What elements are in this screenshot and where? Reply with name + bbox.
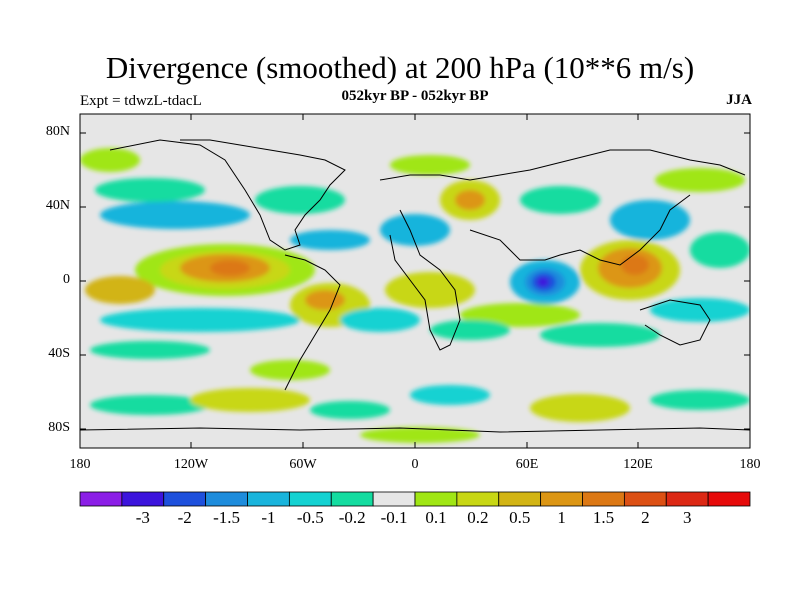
- lon-label-0: 0: [411, 457, 419, 472]
- experiment-label: Expt = tdwzL-tdacL: [80, 93, 202, 109]
- colorbar-swatch: [163, 491, 207, 507]
- lat-label-0: 0: [63, 272, 70, 287]
- divergence-field: [80, 114, 750, 448]
- colorbar-swatch: [456, 491, 500, 507]
- colorbar-label: 2: [641, 508, 650, 527]
- coastlines: [80, 139, 750, 433]
- colorbar-label: -3: [135, 508, 150, 527]
- colorbar-swatch: [79, 491, 123, 507]
- colorbar-label: -0.5: [296, 508, 324, 527]
- lon-label-180w: 180: [69, 457, 91, 472]
- colorbar-swatch: [414, 491, 458, 507]
- lat-label-40s: 40S: [48, 346, 70, 361]
- colorbar-swatch: [121, 491, 165, 507]
- axis-ticks: [80, 114, 750, 448]
- colorbar-label: 0.2: [467, 508, 489, 527]
- season-label: JJA: [726, 92, 752, 108]
- colorbar-swatch: [707, 491, 751, 507]
- plot-title: Divergence (smoothed) at 200 hPa (10**6 …: [105, 50, 695, 85]
- colorbar-label: -1.5: [213, 508, 241, 527]
- colorbar-swatch: [372, 491, 416, 507]
- colorbar-label: 1: [557, 508, 566, 527]
- lon-label-60w: 60W: [289, 457, 317, 472]
- colorbar-swatch: [665, 491, 709, 507]
- colorbar-swatch: [540, 491, 583, 507]
- colorbar: [79, 491, 751, 507]
- lon-label-120e: 120E: [623, 457, 653, 472]
- colorbar-swatch: [623, 491, 667, 507]
- colorbar-swatch: [247, 491, 290, 507]
- lon-label-120w: 120W: [173, 457, 209, 472]
- colorbar-swatch: [582, 491, 625, 507]
- colorbar-label: 1.5: [592, 508, 615, 527]
- period-label: 052kyr BP - 052kyr BP: [341, 88, 489, 104]
- colorbar-label: -1: [261, 508, 276, 527]
- colorbar-swatch: [330, 491, 374, 507]
- lon-label-60e: 60E: [515, 457, 539, 472]
- colorbar-label: -0.1: [380, 508, 408, 527]
- colorbar-label: 0.1: [425, 508, 447, 527]
- lon-label-180e: 180: [739, 457, 761, 472]
- lat-label-80s: 80S: [48, 420, 70, 435]
- lat-label-40n: 40N: [45, 198, 70, 213]
- colorbar-label: -0.2: [338, 508, 366, 527]
- colorbar-label: 3: [682, 508, 692, 527]
- colorbar-swatch: [288, 491, 332, 507]
- lat-label-80n: 80N: [45, 124, 70, 139]
- colorbar-swatch: [498, 491, 542, 507]
- colorbar-swatch: [205, 491, 248, 507]
- colorbar-label: -2: [177, 508, 192, 527]
- colorbar-label: 0.5: [509, 508, 531, 527]
